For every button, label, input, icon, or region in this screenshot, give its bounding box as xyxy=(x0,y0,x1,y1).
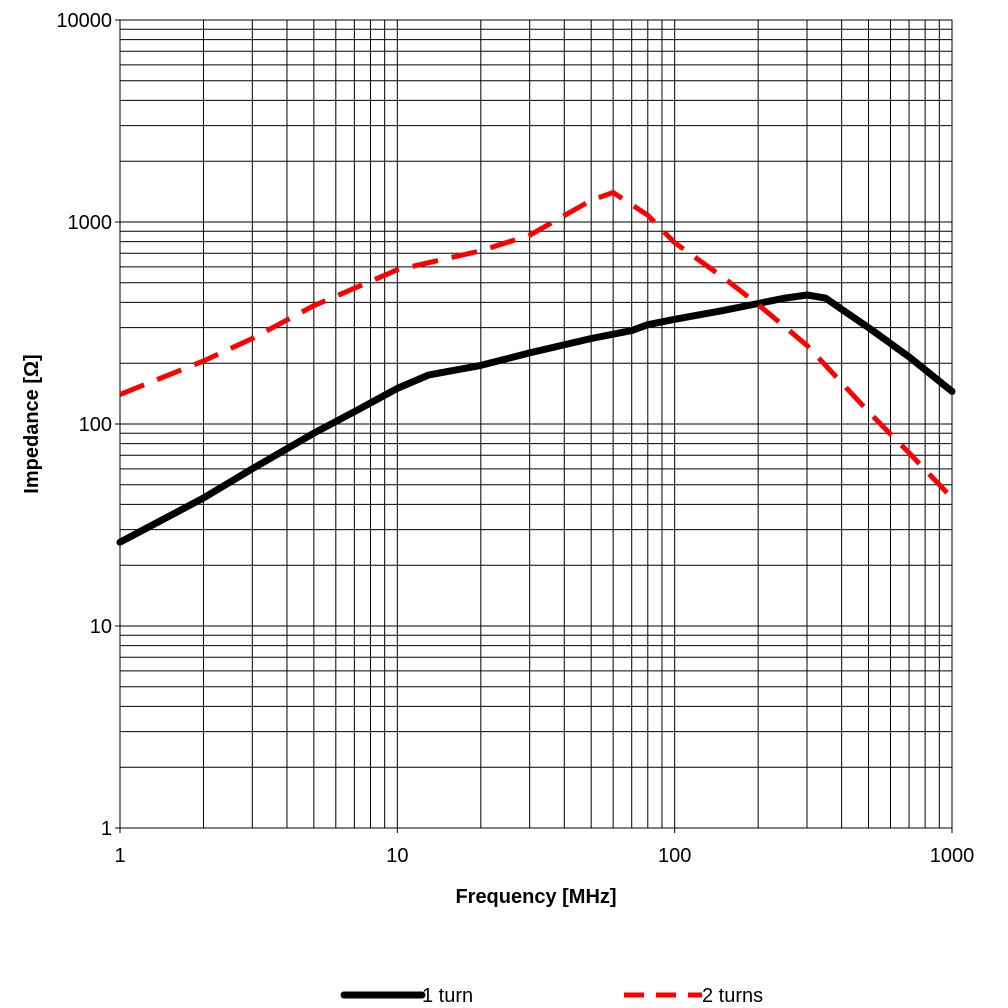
legend: 1 turn 2 turns xyxy=(340,985,763,1007)
x-tick-label: 100 xyxy=(658,845,691,867)
y-tick-label: 1 xyxy=(101,818,112,840)
x-tick-label: 1000 xyxy=(930,845,975,867)
y-tick-label: 100 xyxy=(79,414,112,436)
legend-label-2: 2 turns xyxy=(702,985,763,1007)
x-tick-label: 10 xyxy=(386,845,408,867)
series-line-1 xyxy=(116,291,956,546)
x-axis-tick-labels: 1 10 100 1000 xyxy=(114,828,974,867)
x-tick-label: 1 xyxy=(114,845,125,867)
legend-label-1: 1 turn xyxy=(422,985,473,1007)
y-axis-title: Impedance [Ω] xyxy=(21,354,43,493)
x-axis-title: Frequency [MHz] xyxy=(455,886,616,908)
grid-lines xyxy=(120,20,952,828)
y-axis-tick-labels: 1 10 100 1000 10000 xyxy=(56,10,120,840)
y-tick-label: 10000 xyxy=(56,10,112,32)
y-tick-label: 10 xyxy=(90,616,112,638)
series-lines xyxy=(116,190,956,546)
y-tick-label: 1000 xyxy=(68,212,113,234)
series-line-2 xyxy=(119,190,954,500)
